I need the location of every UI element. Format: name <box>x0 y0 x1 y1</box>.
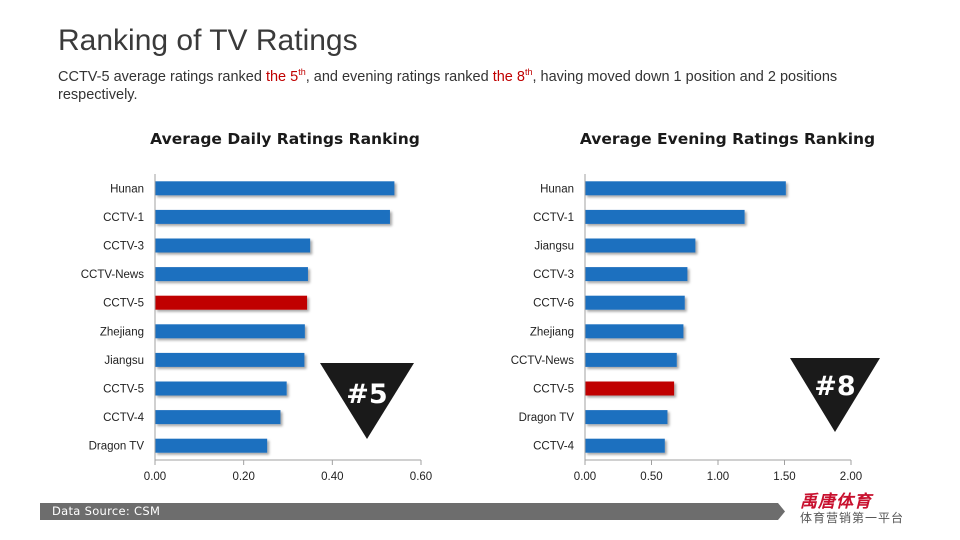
daily-category-label-9: CCTV-4 <box>103 412 145 424</box>
evening-bar-4 <box>585 267 688 282</box>
daily-bar-8 <box>155 381 287 396</box>
data-source: Data Source: CSM <box>52 504 161 518</box>
evening-bar-1 <box>585 181 786 196</box>
evening-rank-badge-label: #8 <box>814 371 855 402</box>
daily-bar-7 <box>155 352 305 367</box>
daily-category-label-4: CCTV-News <box>81 269 145 281</box>
daily-x-tick-label-2: 0.20 <box>232 471 254 483</box>
daily-chart-title: Average Daily Ratings Ranking <box>150 130 420 148</box>
page-title: Ranking of TV Ratings <box>58 24 358 57</box>
daily-bar-1 <box>155 181 395 196</box>
daily-ratings-chart: Hunan CCTV-1 CCTV-3 CCTV-News CCTV-5 Zhejiang… <box>81 174 432 483</box>
evening-x-tick-label-2: 0.50 <box>640 471 662 483</box>
subtitle-highlight-evening: the 8th <box>492 67 533 85</box>
brand-name: 禹唐体育 <box>800 492 872 512</box>
evening-x-tick-label-3: 1.00 <box>707 471 729 483</box>
evening-bar-6 <box>585 324 684 339</box>
daily-category-label-1: Hunan <box>110 183 144 195</box>
evening-category-label-1: Hunan <box>540 183 574 195</box>
evening-category-label-8: CCTV-5 <box>533 384 574 396</box>
evening-category-label-7: CCTV-News <box>511 355 575 367</box>
daily-bar-10 <box>155 438 268 453</box>
evening-bar-3 <box>585 238 696 253</box>
daily-category-label-8: CCTV-5 <box>103 384 144 396</box>
footer-bar-shape <box>40 503 785 520</box>
evening-category-label-5: CCTV-6 <box>533 298 574 310</box>
evening-bar-5 <box>585 295 685 310</box>
evening-ratings-chart: Hunan CCTV-1 Jiangsu CCTV-3 CCTV-6 Zhejiang CC… <box>511 174 862 483</box>
evening-rank-badge: #8 <box>790 358 880 432</box>
subtitle-highlight-daily: the 5th <box>265 67 306 85</box>
daily-category-label-5: CCTV-5 <box>103 298 144 310</box>
daily-bar-6 <box>155 324 305 339</box>
brand-slogan: 体育营销第一平台 <box>800 511 905 525</box>
daily-rank-badge: #5 <box>320 363 414 439</box>
daily-category-label-2: CCTV-1 <box>103 212 144 224</box>
subtitle-text-3: , having moved down 1 position and 2 pos… <box>58 68 838 103</box>
evening-bar-10 <box>585 438 665 453</box>
evening-x-tick-label-1: 0.00 <box>574 471 596 483</box>
daily-x-tick-label-3: 0.40 <box>321 471 343 483</box>
evening-category-label-6: Zhejiang <box>530 326 574 338</box>
evening-bar-2 <box>585 209 745 224</box>
page-subtitle: CCTV-5 average ratings ranked the 5th, a… <box>58 63 908 104</box>
evening-bar-8 <box>585 381 675 396</box>
evening-x-tick-label-5: 2.00 <box>840 471 862 483</box>
evening-category-label-2: CCTV-1 <box>533 212 574 224</box>
daily-bar-5 <box>155 295 308 310</box>
daily-category-label-10: Dragon TV <box>89 441 145 453</box>
evening-bar-7 <box>585 352 677 367</box>
evening-category-label-4: CCTV-3 <box>533 269 574 281</box>
footer-bar <box>40 503 785 520</box>
daily-bar-4 <box>155 267 308 282</box>
evening-rank-badge-triangle <box>790 358 880 432</box>
evening-category-label-9: Dragon TV <box>519 412 575 424</box>
subtitle-sup-evening: th <box>524 67 533 77</box>
brand-logo: 禹唐体育 体育营销第一平台 <box>800 487 920 531</box>
daily-category-label-7: Jiangsu <box>104 355 144 367</box>
evening-x-tick-label-4: 1.50 <box>773 471 795 483</box>
daily-category-label-3: CCTV-3 <box>103 241 144 253</box>
subtitle-highlight-evening-text: the 8 <box>492 68 525 85</box>
subtitle-highlight-daily-text: the 5 <box>265 68 299 85</box>
daily-rank-badge-triangle <box>320 363 414 439</box>
daily-rank-badge-label: #5 <box>346 379 387 410</box>
subtitle-text-1: CCTV-5 average ratings ranked <box>58 68 266 85</box>
evening-category-label-10: CCTV-4 <box>533 441 575 453</box>
daily-x-tick-label-4: 0.60 <box>410 471 432 483</box>
evening-category-label-3: Jiangsu <box>534 241 574 253</box>
evening-chart-title: Average Evening Ratings Ranking <box>579 130 876 148</box>
daily-bar-9 <box>155 410 281 425</box>
subtitle-text-2: , and evening ratings ranked <box>305 68 493 85</box>
subtitle-sup-daily: th <box>298 67 306 77</box>
evening-bar-9 <box>585 410 668 425</box>
daily-bar-3 <box>155 238 311 253</box>
daily-category-label-6: Zhejiang <box>100 326 144 338</box>
daily-bar-2 <box>155 209 390 224</box>
daily-x-tick-label-1: 0.00 <box>144 471 166 483</box>
